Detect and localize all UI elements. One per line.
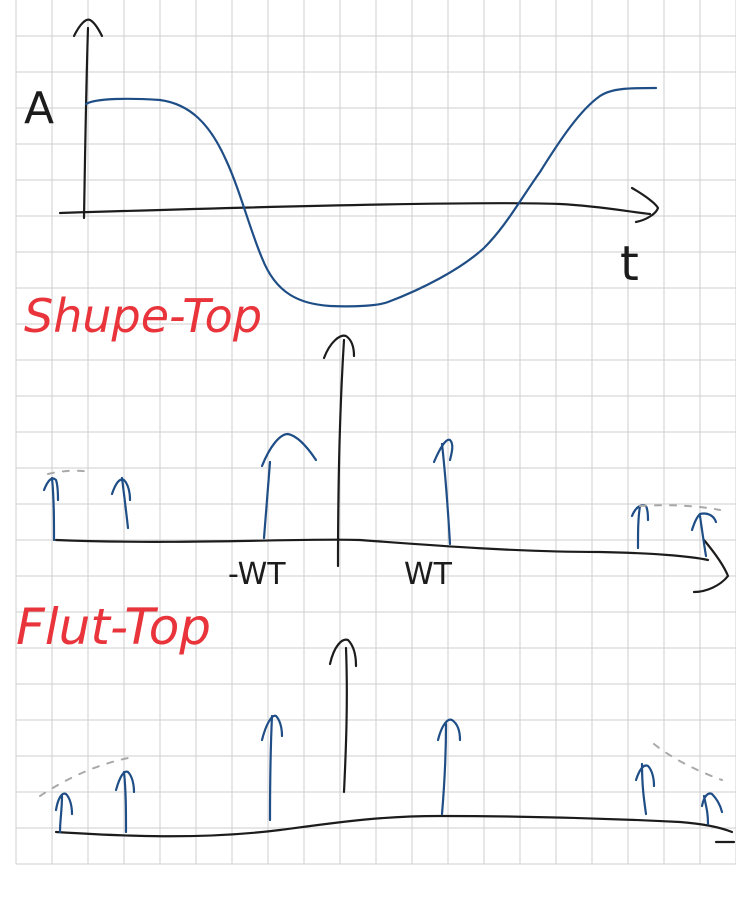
impulse-neg-wt bbox=[262, 460, 272, 540]
top-x-axis bbox=[58, 202, 652, 216]
shape-top-waveform bbox=[84, 86, 658, 308]
bottom-impulse-neg-wt bbox=[260, 714, 284, 822]
impulse-pos-wt-head bbox=[432, 438, 454, 464]
top-x-arrowhead bbox=[630, 186, 660, 224]
amplitude-label: A bbox=[24, 83, 54, 134]
top-y-arrowhead bbox=[72, 18, 104, 38]
dashed-envelope-right bbox=[639, 504, 721, 511]
top-plot: A t bbox=[24, 18, 660, 308]
flat-top-spectrum bbox=[39, 638, 736, 844]
middle-arrowhead bbox=[692, 538, 730, 594]
grid-paper bbox=[15, 0, 736, 865]
center-impulse bbox=[336, 338, 346, 568]
bottom-impulse-right-2 bbox=[700, 792, 724, 826]
pos-wt-label: WT bbox=[404, 557, 453, 592]
bottom-impulse-pos-wt bbox=[436, 718, 462, 816]
impulse-left-1 bbox=[42, 476, 60, 542]
shape-top-label: Shupe-Top bbox=[24, 289, 262, 343]
top-y-axis bbox=[82, 26, 90, 220]
middle-baseline bbox=[54, 538, 710, 562]
impulse-right-2 bbox=[690, 512, 718, 558]
impulse-right-1 bbox=[630, 504, 650, 550]
bottom-center-impulse bbox=[342, 646, 348, 794]
bottom-center-impulse-head bbox=[328, 638, 358, 668]
impulse-pos-wt bbox=[440, 442, 452, 546]
flat-top-label: Flut-Top bbox=[16, 598, 211, 656]
bottom-impulse-left-1 bbox=[54, 792, 74, 834]
center-impulse-head bbox=[322, 334, 356, 360]
bottom-baseline bbox=[54, 814, 734, 838]
neg-wt-label: -WT bbox=[228, 557, 286, 592]
bottom-dashed-envelope-left bbox=[39, 757, 129, 797]
dashed-envelope-left bbox=[47, 469, 91, 475]
impulse-neg-wt-head bbox=[260, 432, 318, 468]
impulse-left-2 bbox=[110, 476, 132, 530]
bottom-impulse-left-2 bbox=[114, 770, 136, 834]
bottom-impulse-right-1 bbox=[634, 762, 656, 816]
shape-top-spectrum: -WT WT bbox=[42, 334, 730, 594]
time-axis-label: t bbox=[620, 236, 639, 292]
